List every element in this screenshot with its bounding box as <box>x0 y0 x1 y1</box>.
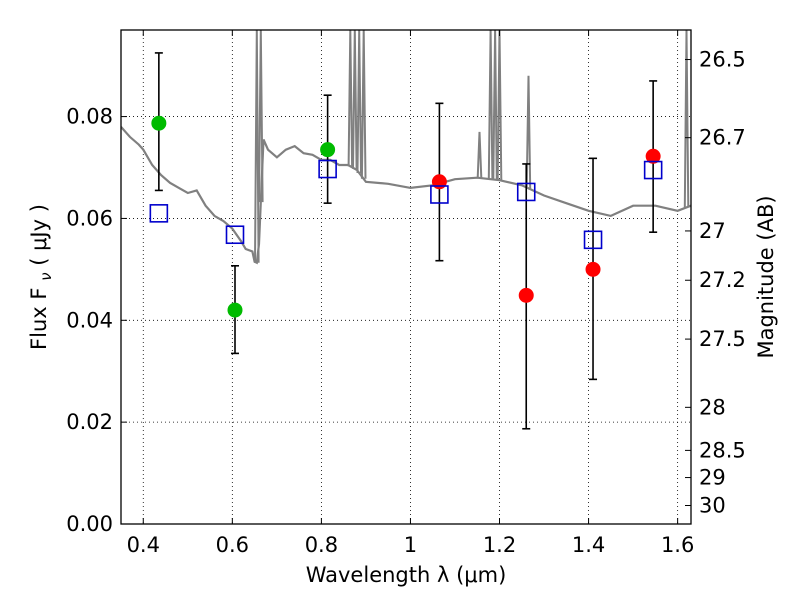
x-tick-label: 0.8 <box>305 533 338 557</box>
y-tick-label: 0.00 <box>66 512 113 536</box>
nir-point <box>585 261 601 277</box>
y-axis-label: Flux F ν ( μJy ) <box>27 204 55 350</box>
right-tick-label: 27.5 <box>699 327 746 351</box>
optical-point <box>227 302 243 318</box>
ticks: 0.4 0.6 0.8 1 1.2 1.4 1.6 0.00 0.02 0.04 0.06 0.08 2… <box>66 30 746 557</box>
right-tick-label: 28 <box>699 395 726 419</box>
plot-frame <box>120 29 692 525</box>
y-axis-label-part: ( μJy ) <box>27 204 51 272</box>
model-point <box>318 159 337 179</box>
y-tick-label: 0.06 <box>66 206 113 230</box>
model-point <box>430 185 449 204</box>
right-tick-label: 26.5 <box>699 48 746 72</box>
emission-line <box>476 131 483 178</box>
markers <box>149 115 663 318</box>
y-tick-label: 0.02 <box>66 410 113 434</box>
x-tick-label: 1.2 <box>483 533 516 557</box>
right-tick-label: 28.5 <box>699 438 746 462</box>
x-tick-label: 1.4 <box>572 533 605 557</box>
model-point <box>643 160 663 180</box>
right-tick-label: 29 <box>699 466 726 490</box>
right-tick-label: 27.2 <box>699 268 746 292</box>
y-axis-label-part: Flux F <box>27 281 51 350</box>
model-point <box>583 230 603 250</box>
model-point <box>516 182 536 202</box>
right-tick-label: 26.7 <box>699 126 746 150</box>
right-tick-label: 30 <box>699 494 726 518</box>
right-tick-label: 27 <box>699 219 726 243</box>
optical-point <box>320 142 336 158</box>
optical-point <box>151 115 167 131</box>
y-axis-label-part: ν <box>37 272 55 280</box>
right-axis-label: Magnitude (AB) <box>754 195 778 358</box>
x-axis-label: Wavelength λ (μm) <box>306 563 507 587</box>
model-point <box>149 204 169 223</box>
nir-point <box>645 148 661 164</box>
x-tick-label: 0.6 <box>216 533 249 557</box>
x-tick-label: 1.6 <box>661 533 694 557</box>
model-point <box>225 225 245 245</box>
x-tick-label: 0.4 <box>127 533 160 557</box>
emission-line <box>525 75 532 189</box>
y-tick-label: 0.04 <box>66 308 113 332</box>
y-tick-label: 0.08 <box>66 105 113 129</box>
x-tick-label: 1 <box>404 533 417 557</box>
nir-point <box>518 287 534 303</box>
